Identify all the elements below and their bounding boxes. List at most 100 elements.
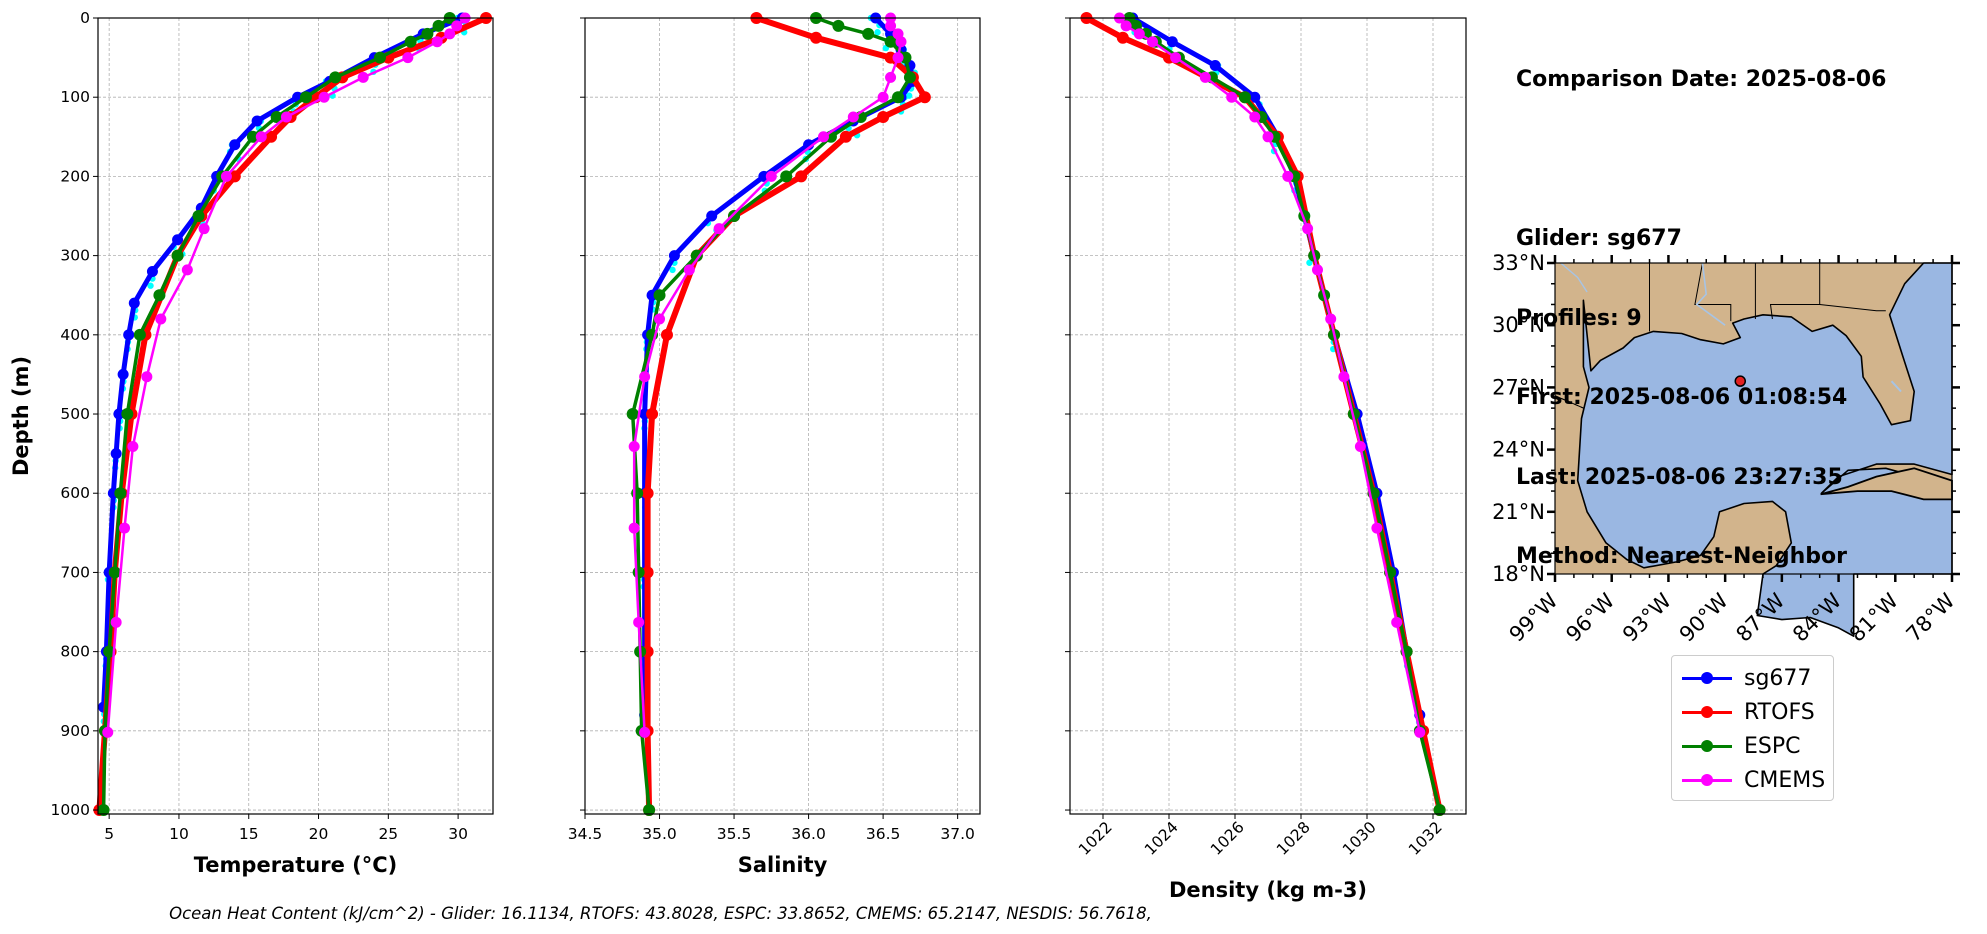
map-lat-label: 30°N — [1492, 313, 1545, 337]
series-point-cmems — [765, 170, 777, 182]
series-point-cmems — [1170, 52, 1182, 64]
map-lat-label: 21°N — [1492, 500, 1545, 524]
y-tick-label: 600 — [60, 484, 90, 502]
legend-item-cmems: CMEMS — [1682, 765, 1825, 795]
y-tick-label: 800 — [60, 643, 90, 661]
map-border — [1769, 263, 1821, 320]
series-point-cmems — [628, 522, 640, 534]
series-point-cmems — [1371, 522, 1383, 534]
series-point-cmems — [877, 91, 889, 103]
series-point-cmems — [654, 313, 666, 325]
legend-marker — [1682, 697, 1732, 727]
x-axis-label: Salinity — [738, 853, 828, 877]
x-tick-label: 36.5 — [866, 825, 901, 843]
series-point-sg677 — [172, 234, 184, 246]
map-lon-label: 90°W — [1675, 588, 1733, 646]
series-point-espc — [421, 27, 434, 40]
series-point-espc — [103, 645, 116, 658]
series-point-sg677 — [113, 408, 125, 420]
series-point-cmems — [639, 726, 651, 738]
series-point-cmems — [1226, 91, 1238, 103]
series-point-cmems — [639, 371, 651, 383]
series-point-cmems — [892, 52, 904, 64]
series-point-espc — [862, 27, 875, 40]
legend-label: sg677 — [1744, 665, 1812, 691]
x-tick-label: 35.0 — [642, 825, 677, 843]
series-point-espc — [97, 804, 110, 817]
series-point-espc — [643, 804, 656, 817]
x-tick-label: 15 — [239, 825, 259, 843]
series-point-cmems — [1414, 726, 1426, 738]
series-point-cmems — [895, 36, 907, 48]
map-frame — [1554, 262, 1953, 575]
series-point-espc — [153, 289, 166, 302]
series-point-cmems — [1338, 371, 1350, 383]
y-tick-label: 0 — [80, 9, 90, 27]
glider-raw-point — [874, 29, 881, 36]
series-point-cmems — [1325, 313, 1337, 325]
ohc-caption: Ocean Heat Content (kJ/cm^2) - Glider: 1… — [169, 904, 1152, 923]
y-tick-label: 100 — [60, 88, 90, 106]
series-point-espc — [832, 19, 845, 32]
series-point-cmems — [220, 170, 232, 182]
x-tick-label: 34.5 — [568, 825, 603, 843]
first-time: First: 2025-08-06 01:08:54 — [1516, 385, 1848, 410]
series-point-cmems — [255, 131, 267, 143]
x-tick-label: 1028 — [1273, 818, 1314, 859]
series-point-espc — [171, 249, 184, 262]
map-border — [1694, 262, 1732, 322]
glider-raw-point — [669, 266, 676, 274]
map-lon-label: 99°W — [1505, 588, 1563, 646]
series-line-cmems — [632, 18, 903, 733]
legend-item-rtofs: RTOFS — [1682, 697, 1815, 727]
legend-label: ESPC — [1744, 733, 1801, 759]
series-point-sg677 — [251, 115, 263, 127]
series-point-cmems — [633, 616, 645, 628]
series-point-rtofs — [839, 130, 852, 143]
y-tick-label: 300 — [60, 247, 90, 265]
series-point-espc — [373, 51, 386, 64]
series-point-espc — [432, 19, 445, 32]
info-block: Comparison Date: 2025-08-06 Glider: sg67… — [1516, 14, 1886, 597]
series-point-espc — [121, 408, 134, 421]
y-tick-label: 200 — [60, 167, 90, 185]
series-point-espc — [780, 170, 793, 183]
series-point-cmems — [885, 20, 897, 32]
series-point-espc — [404, 35, 417, 48]
series-point-cmems — [451, 20, 463, 32]
y-tick-label: 400 — [60, 326, 90, 344]
series-point-cmems — [1302, 223, 1314, 235]
y-axis-label: Depth (m) — [9, 356, 33, 476]
series-point-cmems — [198, 223, 210, 235]
series-point-cmems — [683, 264, 695, 276]
series-point-espc — [892, 91, 905, 104]
legend-marker — [1682, 663, 1732, 693]
series-point-cmems — [1147, 36, 1158, 48]
series-point-cmems — [318, 91, 330, 103]
map-lat-label: 24°N — [1492, 438, 1545, 462]
map-border-dashed — [1554, 395, 1584, 409]
series-point-espc — [133, 328, 146, 341]
map-lon-label: 96°W — [1561, 588, 1619, 646]
map-river — [1560, 262, 1588, 293]
series-line-sg677 — [1131, 15, 1423, 716]
series-point-cmems — [1133, 28, 1145, 40]
series-point-cmems — [402, 52, 414, 64]
x-tick-label: 35.5 — [717, 825, 752, 843]
series-point-rtofs — [795, 170, 808, 183]
series-point-cmems — [155, 313, 167, 325]
map-lat-label: 18°N — [1492, 562, 1545, 586]
y-tick-label: 1000 — [51, 801, 90, 819]
legend-marker — [1682, 765, 1732, 795]
map-river — [1695, 262, 1726, 326]
map-lat-label: 33°N — [1492, 251, 1545, 275]
x-tick-label: 1026 — [1207, 818, 1248, 859]
x-tick-label: 1032 — [1405, 818, 1446, 859]
series-point-rtofs — [265, 130, 278, 143]
glider-location-marker — [1734, 375, 1747, 387]
axes-frame — [1069, 17, 1467, 815]
legend-item-sg677: sg677 — [1682, 663, 1811, 693]
series-point-cmems — [1391, 616, 1403, 628]
series-point-cmems — [1120, 20, 1132, 32]
